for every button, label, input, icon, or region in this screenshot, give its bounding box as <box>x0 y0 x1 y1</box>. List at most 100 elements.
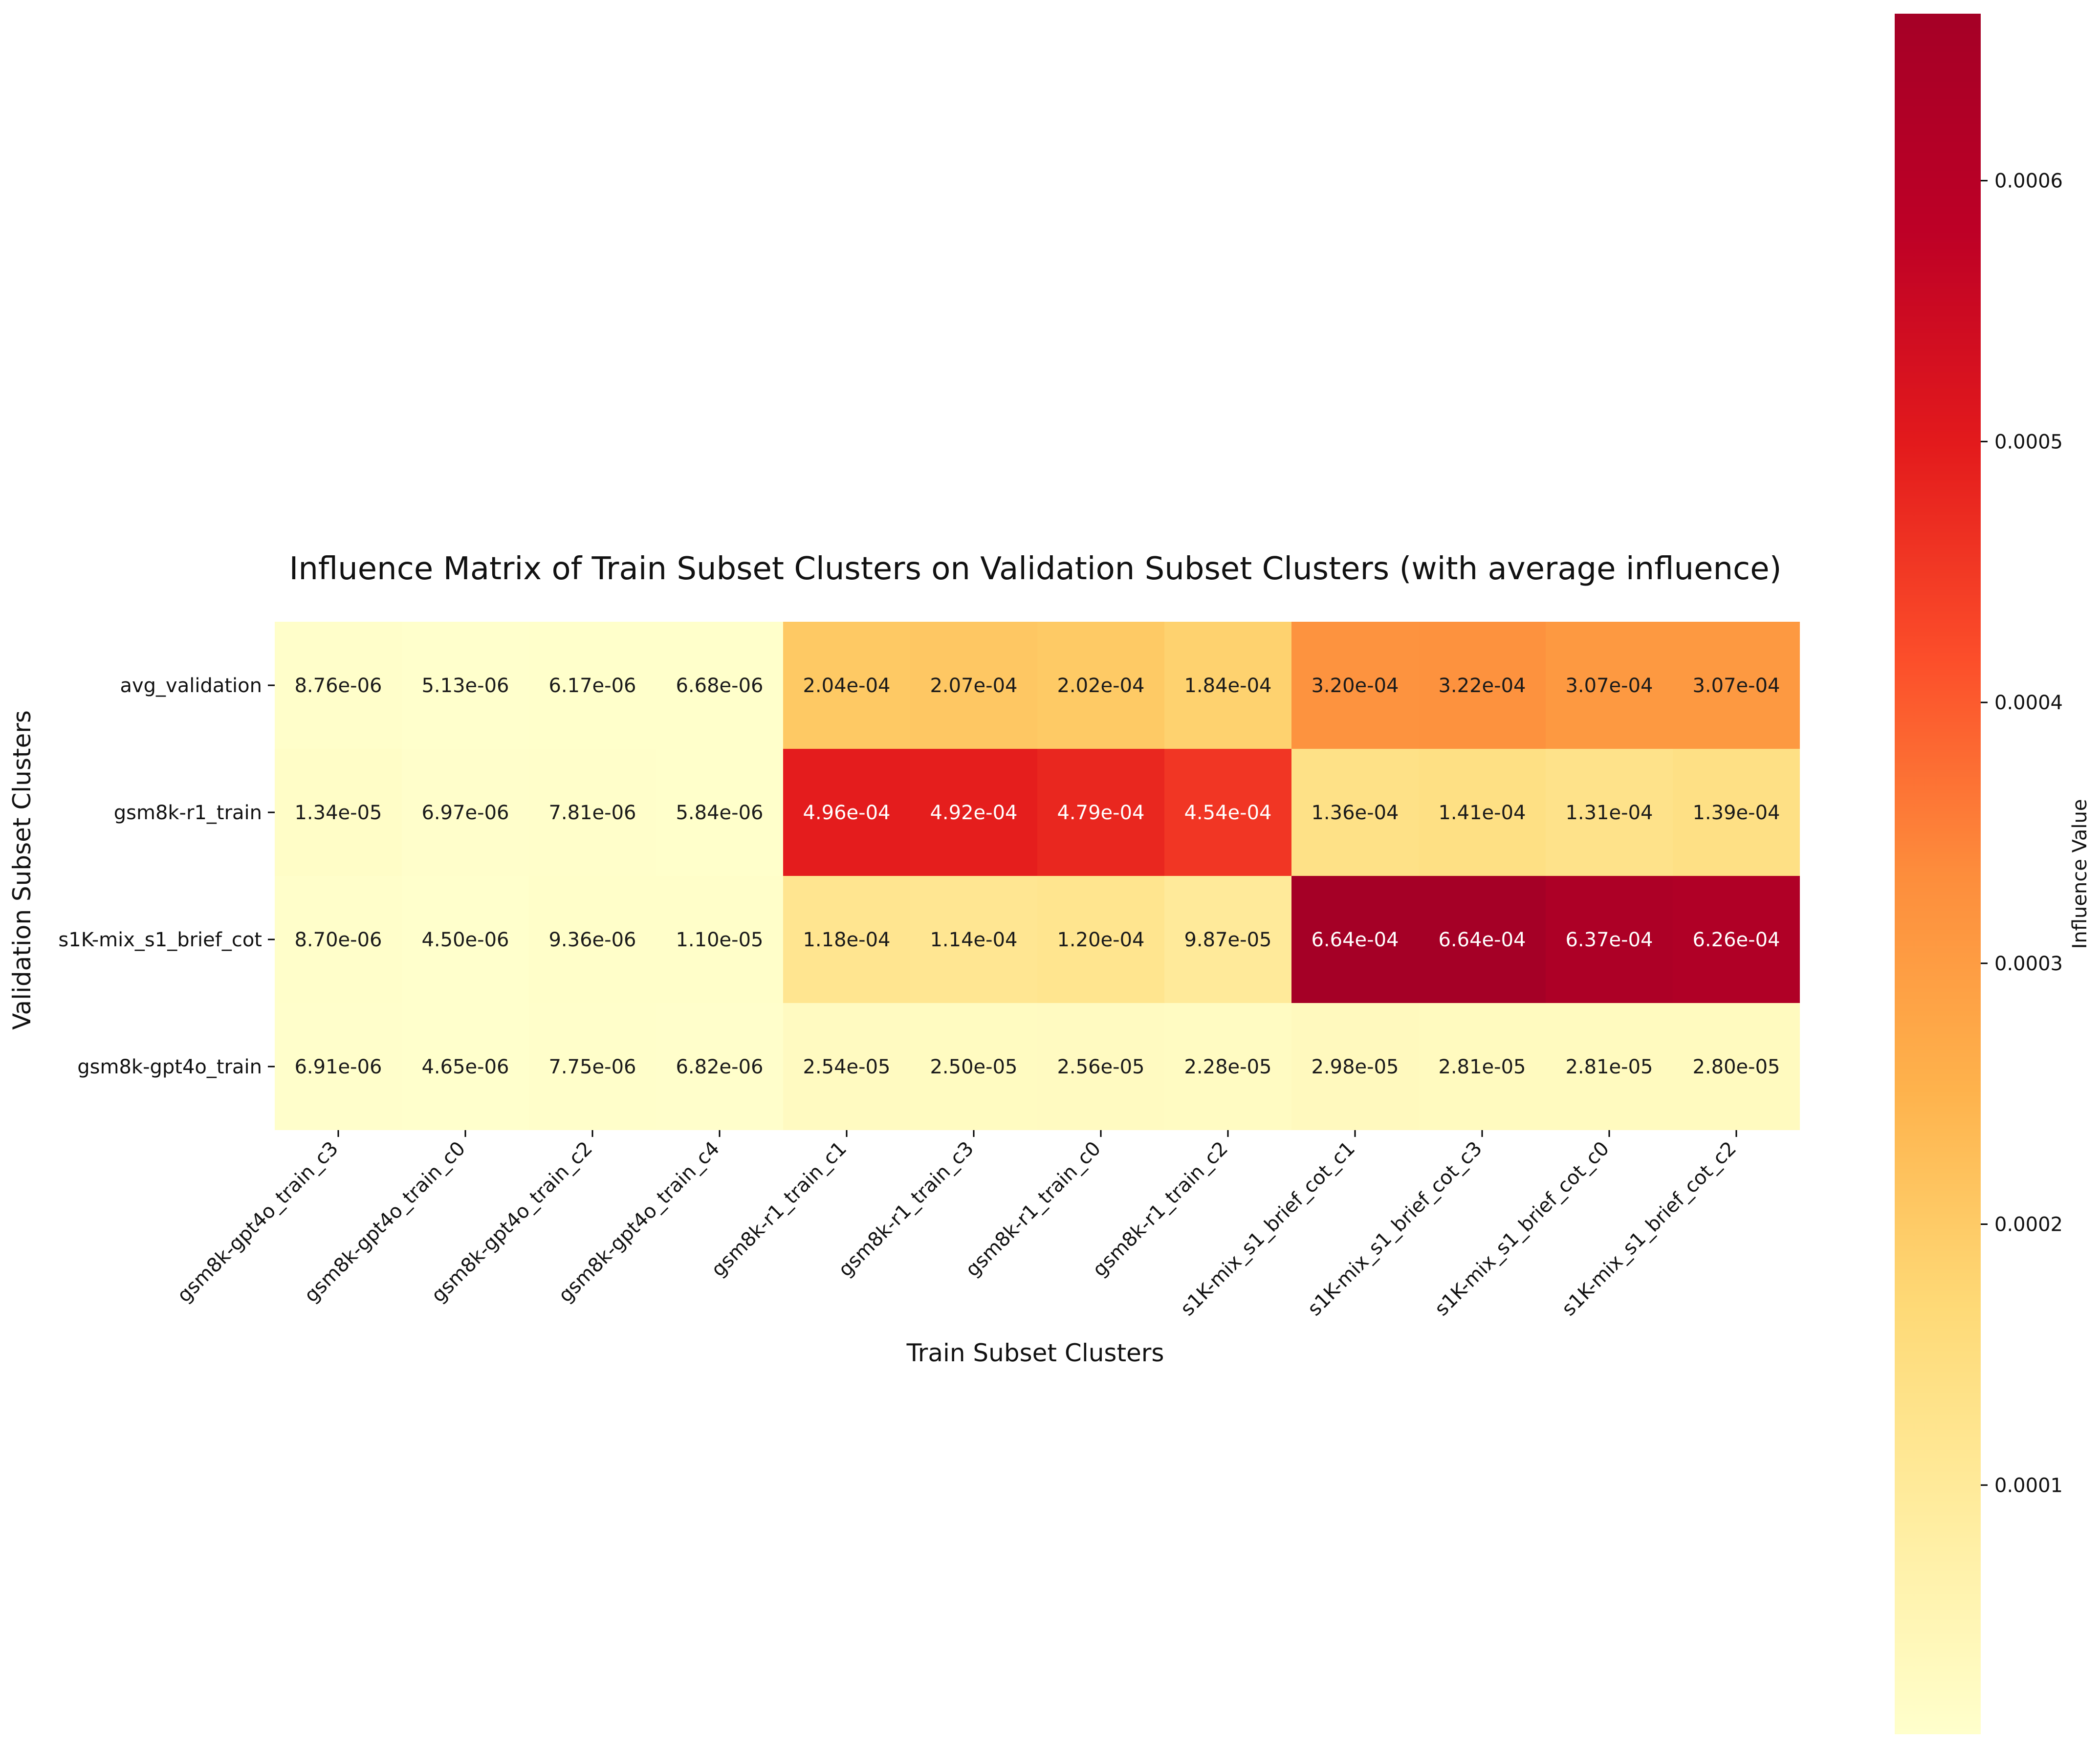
cell-value-label: 5.13e-06 <box>421 675 509 697</box>
cell-value-label: 1.39e-04 <box>1692 802 1780 824</box>
heatmap-cell <box>402 1003 529 1130</box>
heatmap-cell <box>656 749 783 876</box>
heatmap-cell <box>1673 876 1800 1003</box>
cell-value-label: 3.20e-04 <box>1311 675 1399 697</box>
cell-value-label: 2.02e-04 <box>1057 675 1144 697</box>
heatmap-cell <box>1546 622 1673 749</box>
cell-value-label: 2.28e-05 <box>1184 1056 1271 1078</box>
x-axis-ticks: gsm8k-gpt4o_train_c3gsm8k-gpt4o_train_c0… <box>173 1130 1741 1320</box>
heatmap-cell <box>1673 1003 1800 1130</box>
heatmap-cell <box>1037 876 1164 1003</box>
heatmap-cell <box>275 749 402 876</box>
cell-value-label: 2.54e-05 <box>803 1056 890 1078</box>
heatmap-cell <box>402 876 529 1003</box>
x-tick-label: gsm8k-r1_train_c1 <box>707 1137 851 1282</box>
cell-value-label: 5.84e-06 <box>676 802 763 824</box>
x-tick-label: gsm8k-r1_train_c2 <box>1088 1137 1232 1282</box>
cell-value-label: 1.34e-05 <box>294 802 382 824</box>
heatmap-cell <box>910 876 1037 1003</box>
heatmap-cell <box>656 622 783 749</box>
colorbar-tick-label: 0.0005 <box>1994 431 2063 453</box>
heatmap-cell <box>1673 749 1800 876</box>
y-tick-label: avg_validation <box>120 675 262 697</box>
cell-value-label: 2.50e-05 <box>930 1056 1017 1078</box>
cell-value-label: 3.07e-04 <box>1692 675 1780 697</box>
cell-value-label: 2.98e-05 <box>1311 1056 1399 1078</box>
y-tick-label: gsm8k-r1_train <box>114 802 262 824</box>
heatmap-cells <box>275 622 1800 1130</box>
cell-value-label: 4.65e-06 <box>421 1056 509 1078</box>
colorbar-tick-label: 0.0001 <box>1994 1474 2063 1497</box>
heatmap-cell <box>910 749 1037 876</box>
heatmap-cell <box>1164 622 1291 749</box>
heatmap-cell <box>1419 749 1546 876</box>
heatmap-cell <box>910 1003 1037 1130</box>
heatmap-cell <box>1164 1003 1291 1130</box>
heatmap-cell-labels: 8.76e-06 5.13e-06 6.17e-06 6.68e-06 2.04e-04… <box>294 675 1780 1078</box>
cell-value-label: 2.81e-05 <box>1438 1056 1526 1078</box>
heatmap-cell <box>529 749 656 876</box>
cell-value-label: 6.68e-06 <box>676 675 763 697</box>
heatmap-cell <box>275 876 402 1003</box>
cell-value-label: 6.17e-06 <box>548 675 636 697</box>
heatmap-cell <box>529 1003 656 1130</box>
heatmap-cell <box>1673 622 1800 749</box>
heatmap-cell <box>1291 749 1419 876</box>
colorbar-tick-label: 0.0006 <box>1994 170 2063 193</box>
cell-value-label: 9.87e-05 <box>1184 929 1271 951</box>
cell-value-label: 1.10e-05 <box>676 929 763 951</box>
cell-value-label: 7.75e-06 <box>548 1056 636 1078</box>
cell-value-label: 4.79e-04 <box>1057 802 1144 824</box>
heatmap-cell <box>1546 876 1673 1003</box>
cell-value-label: 1.41e-04 <box>1438 802 1526 824</box>
heatmap-cell <box>1546 749 1673 876</box>
cell-value-label: 9.36e-06 <box>548 929 636 951</box>
heatmap-cell <box>529 876 656 1003</box>
x-axis-label: Train Subset Clusters <box>906 1339 1164 1367</box>
cell-value-label: 1.31e-04 <box>1565 802 1653 824</box>
y-tick-label: s1K-mix_s1_brief_cot <box>58 929 262 951</box>
cell-value-label: 2.07e-04 <box>930 675 1017 697</box>
heatmap-cell <box>1037 622 1164 749</box>
heatmap-cell <box>1419 1003 1546 1130</box>
cell-value-label: 2.81e-05 <box>1565 1056 1653 1078</box>
colorbar <box>1895 14 1981 1734</box>
cell-value-label: 4.96e-04 <box>803 802 890 824</box>
colorbar-tick-label: 0.0004 <box>1994 692 2063 714</box>
heatmap-cell <box>402 622 529 749</box>
cell-value-label: 6.64e-04 <box>1438 929 1526 951</box>
chart-title: Influence Matrix of Train Subset Cluster… <box>289 551 1781 587</box>
cell-value-label: 4.54e-04 <box>1184 802 1271 824</box>
cell-value-label: 4.92e-04 <box>930 802 1017 824</box>
cell-value-label: 6.97e-06 <box>421 802 509 824</box>
colorbar-tick-label: 0.0002 <box>1994 1214 2063 1236</box>
cell-value-label: 6.37e-04 <box>1565 929 1653 951</box>
cell-value-label: 2.56e-05 <box>1057 1056 1144 1078</box>
heatmap-cell <box>1419 622 1546 749</box>
heatmap-cell <box>402 749 529 876</box>
heatmap-cell <box>1291 1003 1419 1130</box>
heatmap-cell <box>783 876 910 1003</box>
colorbar-ticks: 0.0001 0.0002 0.0003 0.0004 0.0005 0.0006 <box>1981 170 2063 1497</box>
cell-value-label: 3.22e-04 <box>1438 675 1526 697</box>
cell-value-label: 6.82e-06 <box>676 1056 763 1078</box>
x-tick-label: gsm8k-r1_train_c3 <box>834 1137 978 1282</box>
heatmap-cell <box>656 876 783 1003</box>
heatmap-cell <box>783 749 910 876</box>
heatmap-cell <box>656 1003 783 1130</box>
cell-value-label: 8.70e-06 <box>294 929 382 951</box>
cell-value-label: 1.84e-04 <box>1184 675 1271 697</box>
cell-value-label: 1.20e-04 <box>1057 929 1144 951</box>
x-tick-label: gsm8k-r1_train_c0 <box>961 1137 1105 1282</box>
cell-value-label: 6.91e-06 <box>294 1056 382 1078</box>
cell-value-label: 6.26e-04 <box>1692 929 1780 951</box>
y-tick-label: gsm8k-gpt4o_train <box>77 1056 262 1078</box>
heatmap-cell <box>1037 749 1164 876</box>
cell-value-label: 1.14e-04 <box>930 929 1017 951</box>
heatmap-cell <box>1291 876 1419 1003</box>
cell-value-label: 7.81e-06 <box>548 802 636 824</box>
heatmap-cell <box>1291 622 1419 749</box>
heatmap-cell <box>1164 749 1291 876</box>
cell-value-label: 2.80e-05 <box>1692 1056 1780 1078</box>
cell-value-label: 2.04e-04 <box>803 675 890 697</box>
